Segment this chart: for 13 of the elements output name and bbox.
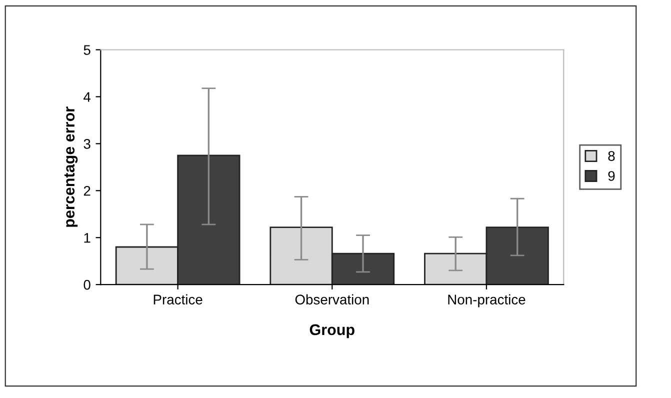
y-tick-label: 0 (84, 280, 90, 290)
legend-label: 8 (608, 151, 615, 161)
x-tick-label: Practice (154, 294, 202, 304)
y-tick-label: 5 (84, 45, 90, 55)
x-tick-label: Non-practice (448, 294, 526, 308)
y-tick-label: 2 (84, 186, 90, 196)
x-tick-label: Observation (295, 294, 369, 304)
y-tick-label: 4 (84, 92, 91, 102)
legend-label: 9 (608, 171, 615, 181)
x-axis-title: Group (310, 324, 354, 338)
y-tick-label: 3 (84, 139, 90, 149)
y-axis-title: percentage error (64, 106, 78, 227)
y-tick-label: 1 (84, 233, 90, 243)
